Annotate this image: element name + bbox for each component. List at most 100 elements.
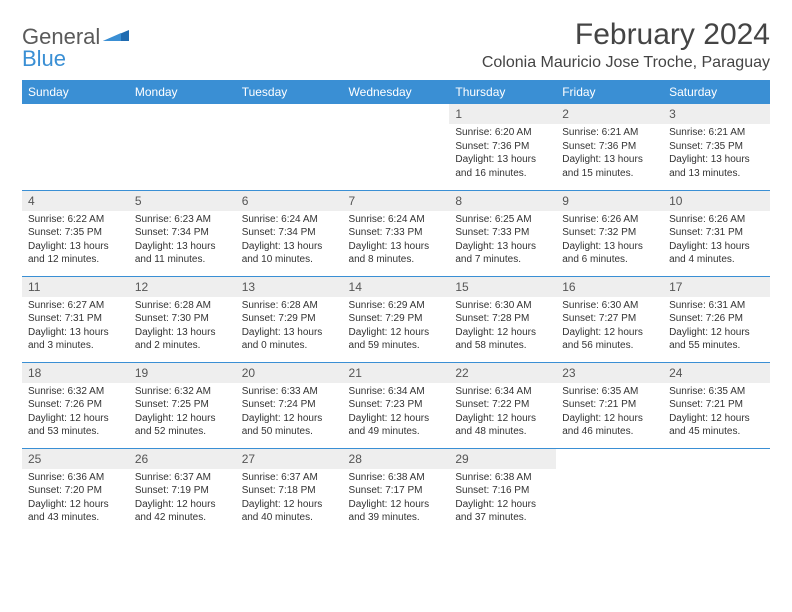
day-cell: 18Sunrise: 6:32 AMSunset: 7:26 PMDayligh… — [22, 362, 129, 448]
day-cell: 20Sunrise: 6:33 AMSunset: 7:24 PMDayligh… — [236, 362, 343, 448]
day-number: 4 — [22, 191, 129, 211]
day-info: Sunrise: 6:35 AMSunset: 7:21 PMDaylight:… — [556, 383, 663, 443]
col-thursday: Thursday — [449, 80, 556, 104]
col-wednesday: Wednesday — [343, 80, 450, 104]
day-cell: 17Sunrise: 6:31 AMSunset: 7:26 PMDayligh… — [663, 276, 770, 362]
day-cell: 7Sunrise: 6:24 AMSunset: 7:33 PMDaylight… — [343, 190, 450, 276]
day-info: Sunrise: 6:21 AMSunset: 7:36 PMDaylight:… — [556, 124, 663, 184]
day-cell: 25Sunrise: 6:36 AMSunset: 7:20 PMDayligh… — [22, 448, 129, 534]
day-number: 5 — [129, 191, 236, 211]
day-number: 19 — [129, 363, 236, 383]
day-info: Sunrise: 6:34 AMSunset: 7:23 PMDaylight:… — [343, 383, 450, 443]
col-sunday: Sunday — [22, 80, 129, 104]
day-cell: 24Sunrise: 6:35 AMSunset: 7:21 PMDayligh… — [663, 362, 770, 448]
col-friday: Friday — [556, 80, 663, 104]
day-info: Sunrise: 6:24 AMSunset: 7:34 PMDaylight:… — [236, 211, 343, 271]
day-info: Sunrise: 6:23 AMSunset: 7:34 PMDaylight:… — [129, 211, 236, 271]
col-monday: Monday — [129, 80, 236, 104]
day-cell: 10Sunrise: 6:26 AMSunset: 7:31 PMDayligh… — [663, 190, 770, 276]
day-cell — [663, 448, 770, 534]
day-number: 16 — [556, 277, 663, 297]
day-number: 25 — [22, 449, 129, 469]
day-number: 14 — [343, 277, 450, 297]
day-number: 12 — [129, 277, 236, 297]
day-cell: 23Sunrise: 6:35 AMSunset: 7:21 PMDayligh… — [556, 362, 663, 448]
day-info: Sunrise: 6:32 AMSunset: 7:26 PMDaylight:… — [22, 383, 129, 443]
day-cell: 29Sunrise: 6:38 AMSunset: 7:16 PMDayligh… — [449, 448, 556, 534]
day-number: 27 — [236, 449, 343, 469]
day-info: Sunrise: 6:22 AMSunset: 7:35 PMDaylight:… — [22, 211, 129, 271]
day-cell: 19Sunrise: 6:32 AMSunset: 7:25 PMDayligh… — [129, 362, 236, 448]
day-cell: 1Sunrise: 6:20 AMSunset: 7:36 PMDaylight… — [449, 104, 556, 190]
day-cell — [343, 104, 450, 190]
day-number: 29 — [449, 449, 556, 469]
day-cell: 26Sunrise: 6:37 AMSunset: 7:19 PMDayligh… — [129, 448, 236, 534]
day-cell: 8Sunrise: 6:25 AMSunset: 7:33 PMDaylight… — [449, 190, 556, 276]
day-info: Sunrise: 6:35 AMSunset: 7:21 PMDaylight:… — [663, 383, 770, 443]
day-info: Sunrise: 6:26 AMSunset: 7:31 PMDaylight:… — [663, 211, 770, 271]
day-info: Sunrise: 6:28 AMSunset: 7:30 PMDaylight:… — [129, 297, 236, 357]
day-info: Sunrise: 6:27 AMSunset: 7:31 PMDaylight:… — [22, 297, 129, 357]
day-cell: 11Sunrise: 6:27 AMSunset: 7:31 PMDayligh… — [22, 276, 129, 362]
day-number: 3 — [663, 104, 770, 124]
flag-icon — [103, 26, 129, 49]
day-number: 22 — [449, 363, 556, 383]
day-info: Sunrise: 6:38 AMSunset: 7:17 PMDaylight:… — [343, 469, 450, 529]
day-info: Sunrise: 6:30 AMSunset: 7:28 PMDaylight:… — [449, 297, 556, 357]
day-info: Sunrise: 6:33 AMSunset: 7:24 PMDaylight:… — [236, 383, 343, 443]
day-cell: 2Sunrise: 6:21 AMSunset: 7:36 PMDaylight… — [556, 104, 663, 190]
col-tuesday: Tuesday — [236, 80, 343, 104]
logo-text-blue-wrap: Blue — [22, 46, 66, 72]
day-info: Sunrise: 6:26 AMSunset: 7:32 PMDaylight:… — [556, 211, 663, 271]
day-cell — [556, 448, 663, 534]
day-cell: 5Sunrise: 6:23 AMSunset: 7:34 PMDaylight… — [129, 190, 236, 276]
day-number: 11 — [22, 277, 129, 297]
day-info: Sunrise: 6:38 AMSunset: 7:16 PMDaylight:… — [449, 469, 556, 529]
month-title: February 2024 — [482, 18, 770, 52]
day-number: 18 — [22, 363, 129, 383]
day-cell: 15Sunrise: 6:30 AMSunset: 7:28 PMDayligh… — [449, 276, 556, 362]
day-cell: 12Sunrise: 6:28 AMSunset: 7:30 PMDayligh… — [129, 276, 236, 362]
day-cell: 14Sunrise: 6:29 AMSunset: 7:29 PMDayligh… — [343, 276, 450, 362]
day-info: Sunrise: 6:21 AMSunset: 7:35 PMDaylight:… — [663, 124, 770, 184]
header: General February 2024 Colonia Mauricio J… — [22, 18, 770, 72]
day-cell: 22Sunrise: 6:34 AMSunset: 7:22 PMDayligh… — [449, 362, 556, 448]
week-row: 4Sunrise: 6:22 AMSunset: 7:35 PMDaylight… — [22, 190, 770, 276]
day-number: 7 — [343, 191, 450, 211]
weekday-row: Sunday Monday Tuesday Wednesday Thursday… — [22, 80, 770, 104]
day-info: Sunrise: 6:37 AMSunset: 7:18 PMDaylight:… — [236, 469, 343, 529]
week-row: 18Sunrise: 6:32 AMSunset: 7:26 PMDayligh… — [22, 362, 770, 448]
day-info: Sunrise: 6:25 AMSunset: 7:33 PMDaylight:… — [449, 211, 556, 271]
day-info: Sunrise: 6:37 AMSunset: 7:19 PMDaylight:… — [129, 469, 236, 529]
week-row: 11Sunrise: 6:27 AMSunset: 7:31 PMDayligh… — [22, 276, 770, 362]
day-info: Sunrise: 6:24 AMSunset: 7:33 PMDaylight:… — [343, 211, 450, 271]
day-cell: 3Sunrise: 6:21 AMSunset: 7:35 PMDaylight… — [663, 104, 770, 190]
day-cell: 9Sunrise: 6:26 AMSunset: 7:32 PMDaylight… — [556, 190, 663, 276]
day-cell: 21Sunrise: 6:34 AMSunset: 7:23 PMDayligh… — [343, 362, 450, 448]
logo-text-blue: Blue — [22, 46, 66, 71]
day-cell — [236, 104, 343, 190]
day-info: Sunrise: 6:20 AMSunset: 7:36 PMDaylight:… — [449, 124, 556, 184]
day-number: 13 — [236, 277, 343, 297]
day-number: 15 — [449, 277, 556, 297]
day-info: Sunrise: 6:30 AMSunset: 7:27 PMDaylight:… — [556, 297, 663, 357]
day-number: 24 — [663, 363, 770, 383]
day-info: Sunrise: 6:28 AMSunset: 7:29 PMDaylight:… — [236, 297, 343, 357]
day-cell — [22, 104, 129, 190]
day-cell: 27Sunrise: 6:37 AMSunset: 7:18 PMDayligh… — [236, 448, 343, 534]
day-info: Sunrise: 6:31 AMSunset: 7:26 PMDaylight:… — [663, 297, 770, 357]
day-number: 6 — [236, 191, 343, 211]
day-number: 21 — [343, 363, 450, 383]
day-number: 26 — [129, 449, 236, 469]
day-info: Sunrise: 6:32 AMSunset: 7:25 PMDaylight:… — [129, 383, 236, 443]
title-block: February 2024 Colonia Mauricio Jose Troc… — [482, 18, 770, 72]
day-number: 20 — [236, 363, 343, 383]
day-number: 28 — [343, 449, 450, 469]
day-info: Sunrise: 6:36 AMSunset: 7:20 PMDaylight:… — [22, 469, 129, 529]
day-cell: 16Sunrise: 6:30 AMSunset: 7:27 PMDayligh… — [556, 276, 663, 362]
day-number: 9 — [556, 191, 663, 211]
day-number: 2 — [556, 104, 663, 124]
day-info: Sunrise: 6:34 AMSunset: 7:22 PMDaylight:… — [449, 383, 556, 443]
day-cell — [129, 104, 236, 190]
day-cell: 13Sunrise: 6:28 AMSunset: 7:29 PMDayligh… — [236, 276, 343, 362]
